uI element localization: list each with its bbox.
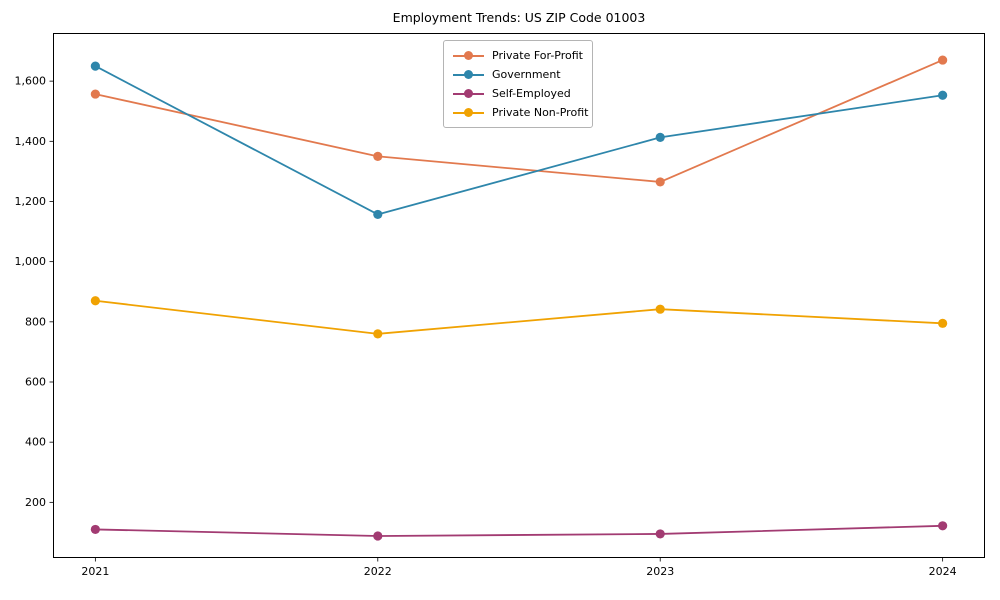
y-tick-label: 600: [25, 375, 46, 388]
legend-entry-government: Government: [453, 65, 584, 84]
legend-entry-private-non-profit: Private Non-Profit: [453, 103, 588, 122]
y-tick-label: 1,000: [15, 255, 47, 268]
legend-entry-self-employed: Self-Employed: [453, 84, 584, 103]
legend-label: Self-Employed: [492, 87, 571, 100]
marker-private-non-profit-2023: [655, 304, 665, 314]
x-tick-label: 2021: [81, 565, 109, 578]
marker-private-non-profit-2021: [90, 296, 100, 306]
marker-private-for-profit-2024: [938, 55, 948, 65]
y-tick-label: 1,200: [15, 195, 47, 208]
marker-self-employed-2024: [938, 521, 948, 531]
line-series-government: [94, 65, 943, 216]
line-series-private-non-profit: [95, 299, 943, 335]
x-tick-label: 2022: [364, 565, 392, 578]
y-tick-label: 800: [25, 315, 46, 328]
marker-government-2023: [655, 132, 665, 142]
legend-line-marker-icon: [453, 107, 484, 118]
y-tick-label: 200: [25, 496, 46, 509]
y-tick-label: 1,600: [15, 75, 47, 88]
marker-private-non-profit-2022: [373, 329, 383, 339]
y-tick-label: 1,400: [15, 135, 47, 148]
plot-frame: [53, 33, 985, 558]
chart-title: Employment Trends: US ZIP Code 01003: [392, 10, 646, 25]
marker-private-for-profit-2023: [655, 177, 665, 187]
marker-self-employed-2023: [655, 529, 665, 539]
chart-legend: Private For-Profit Government Self-Employe…: [443, 40, 593, 128]
x-tick-label: 2024: [929, 565, 957, 578]
marker-self-employed-2021: [90, 524, 100, 535]
x-tick-label: 2023: [646, 565, 674, 578]
y-tick-label: 400: [25, 436, 46, 449]
legend-line-marker-icon: [453, 69, 484, 80]
line-series-self-employed: [95, 524, 943, 537]
marker-self-employed-2022: [373, 531, 383, 541]
line-series-private-for-profit: [95, 59, 943, 183]
legend-line-marker-icon: [453, 88, 484, 99]
marker-private-for-profit-2022: [373, 151, 383, 161]
legend-label: Private For-Profit: [492, 49, 583, 62]
marker-government-2024: [938, 90, 948, 100]
marker-government-2021: [90, 61, 100, 71]
legend-entry-private-for-profit: Private For-Profit: [453, 46, 584, 65]
marker-government-2022: [373, 209, 383, 220]
marker-private-for-profit-2021: [90, 89, 100, 99]
legend-label: Government: [492, 68, 561, 81]
legend-label: Private Non-Profit: [492, 106, 589, 119]
legend-line-marker-icon: [453, 50, 484, 61]
marker-private-non-profit-2024: [938, 318, 948, 328]
